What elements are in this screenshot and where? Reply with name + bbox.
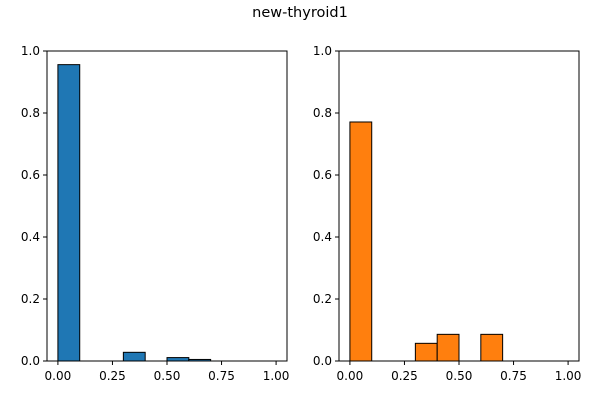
y-tick-label: 1.0 [21,44,40,58]
y-tick-label: 0.8 [313,106,332,120]
subplot-2: 0.0 0.2 0.4 0.6 0.8 1.0 0.00 0.25 0.50 0.75 1.00 [313,44,582,383]
y-tick-label: 0.4 [313,230,332,244]
y-tick-label: 0.8 [21,106,40,120]
x-tick-label: 0.00 [337,369,364,383]
x-tick-label: 0.50 [446,369,473,383]
y-tick-label: 0.2 [21,292,40,306]
subplot-1: 0.0 0.2 0.4 0.6 0.8 1.0 0.00 0.25 0.50 0.75 1.00 [21,44,290,383]
axes-frame [46,50,288,362]
histogram-bar [480,333,504,362]
x-tick-label: 0.25 [391,369,418,383]
histogram-bar [436,333,460,362]
histogram-bar [414,342,438,362]
x-tick-label: 0.25 [99,369,126,383]
x-tick-label: 0.50 [154,369,181,383]
y-tick-label: 0.0 [21,354,40,368]
histogram-bar [122,351,146,362]
histogram-bar [57,64,81,362]
y-tick-label: 1.0 [313,44,332,58]
x-tick-label: 0.00 [45,369,72,383]
figure-title: new-thyroid1 [252,5,348,21]
axes-frame [338,50,580,362]
y-tick-label: 0.2 [313,292,332,306]
histogram-bar [349,121,373,362]
x-tick-label: 0.75 [500,369,527,383]
y-tick-label: 0.0 [313,354,332,368]
histogram-bar [166,357,190,362]
y-tick-label: 0.6 [21,168,40,182]
x-tick-label: 0.75 [208,369,235,383]
x-tick-label: 1.00 [263,369,290,383]
y-tick-label: 0.6 [313,168,332,182]
y-tick-label: 0.4 [21,230,40,244]
x-tick-label: 1.00 [555,369,582,383]
